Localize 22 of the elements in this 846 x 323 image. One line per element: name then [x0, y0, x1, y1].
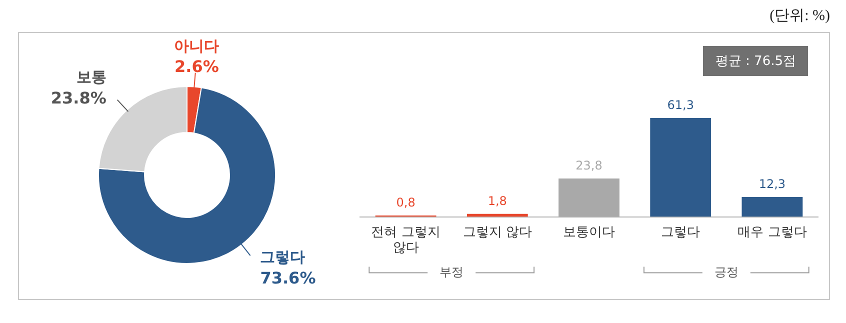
bar — [650, 118, 712, 217]
data-label: 61,3 — [667, 98, 694, 112]
x-tick-label: 보통이다 — [563, 224, 615, 240]
slice-label: 아니다 — [174, 36, 220, 55]
data-label: 12,3 — [758, 177, 786, 192]
text: 평균 : 76.5점 — [703, 46, 808, 76]
data-label: 0,8 — [396, 196, 416, 210]
x-tick-label: 매우 그렇다 — [738, 224, 807, 240]
data-label: 23.8% — [50, 88, 106, 108]
text: 긍정 — [714, 264, 738, 279]
text: 부정 — [440, 264, 464, 279]
x-tick-label: 전혀 그렇지 않다 — [371, 224, 440, 256]
data-label: 2.6% — [174, 57, 219, 76]
slice-label: 보통 — [76, 68, 106, 86]
data-label: 1,8 — [488, 194, 507, 208]
data-label: 23,8 — [576, 158, 602, 173]
data-label: 73.6% — [260, 268, 316, 288]
slice-label: 그렇다 — [260, 248, 306, 266]
x-tick-label: 그렇지 않다 — [462, 224, 532, 240]
text: (단위: %) — [770, 7, 830, 25]
bar — [742, 196, 803, 217]
x-tick-label: 그렇다 — [661, 224, 700, 240]
